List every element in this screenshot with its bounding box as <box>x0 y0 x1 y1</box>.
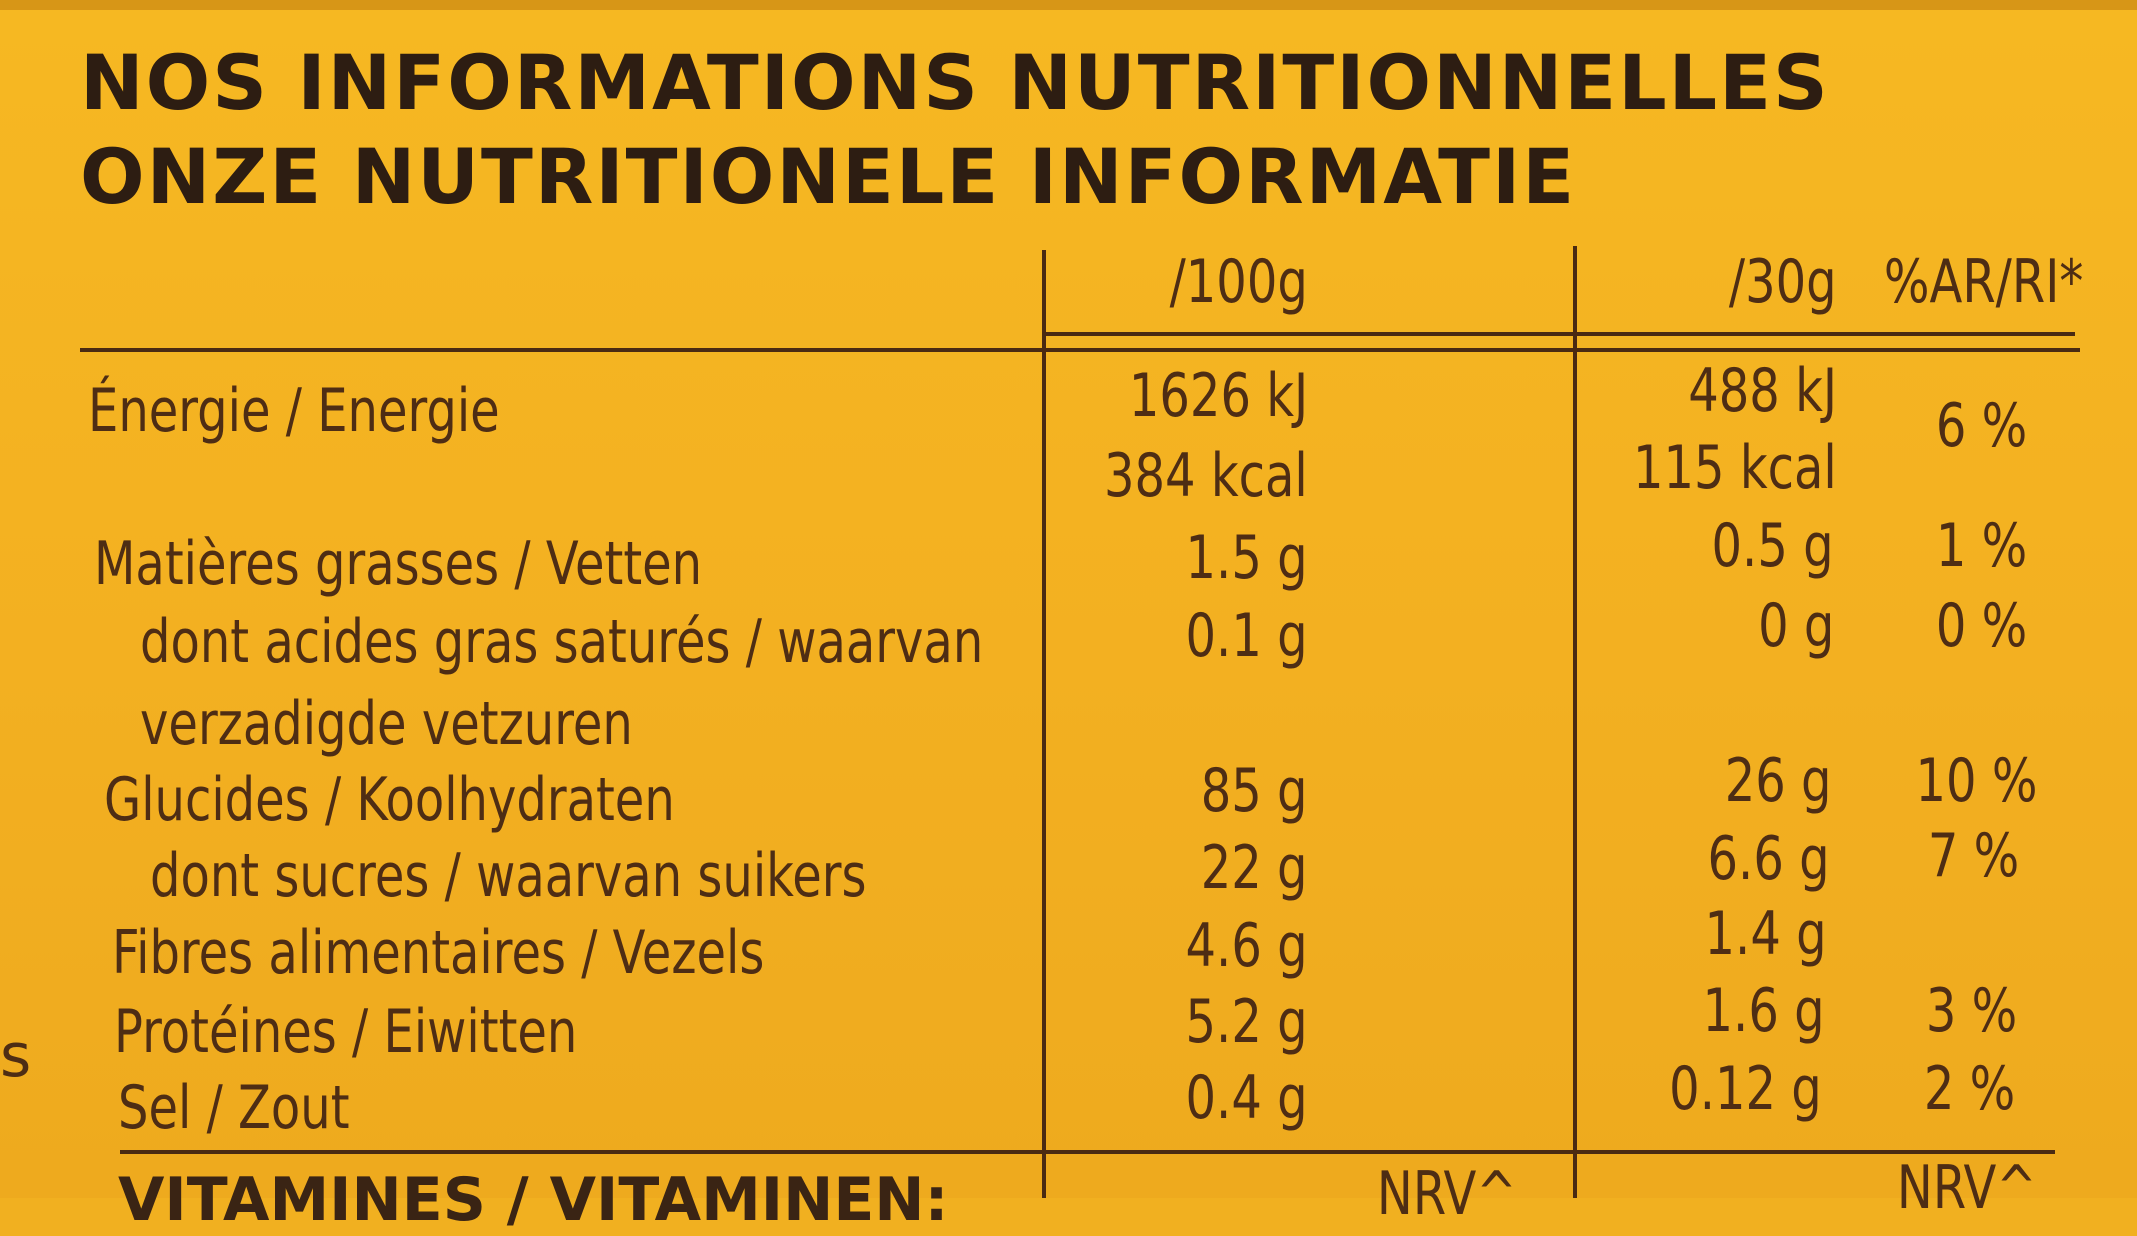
nrv-header-1: NRV^ <box>1377 1159 1517 1229</box>
footer-rule <box>120 1150 2055 1154</box>
row-label-energy: Énergie / Energie <box>88 376 500 446</box>
value-30g-protein: 1.6 g <box>1702 976 1825 1046</box>
value-100g-protein: 5.2 g <box>1185 987 1308 1057</box>
column-divider-1 <box>1042 250 1046 1198</box>
value-100g-fibre: 4.6 g <box>1185 911 1308 981</box>
value-100g-saturates: 0.1 g <box>1185 601 1308 671</box>
value-100g-energy-kj: 1626 kJ <box>1128 361 1308 431</box>
row-label-protein: Protéines / Eiwitten <box>114 997 578 1067</box>
title-french: NOS INFORMATIONS NUTRITIONNELLES <box>80 38 1830 127</box>
package-panel <box>0 0 2137 1198</box>
value-100g-sugars: 22 g <box>1201 833 1308 903</box>
column-divider-2 <box>1573 246 1577 1198</box>
value-30g-sugars: 6.6 g <box>1707 824 1830 894</box>
side-letter: s <box>0 1021 32 1091</box>
row-label-sugars: dont sucres / waarvan suikers <box>150 841 867 911</box>
value-ri-sugars: 7 % <box>1927 821 2019 891</box>
value-ri-protein: 3 % <box>1925 976 2017 1046</box>
value-ri-carbohydrates: 10 % <box>1915 746 2037 816</box>
value-ri-saturates: 0 % <box>1935 591 2027 661</box>
value-100g-fat: 1.5 g <box>1185 523 1308 593</box>
value-100g-energy-kcal: 384 kcal <box>1104 441 1308 511</box>
title-dutch: ONZE NUTRITIONELE INFORMATIE <box>80 132 1577 221</box>
value-30g-carbohydrates: 26 g <box>1725 746 1832 816</box>
header-rule-right <box>1045 332 2075 336</box>
value-30g-fat: 0.5 g <box>1711 511 1834 581</box>
vitamins-heading: VITAMINES / VITAMINEN: <box>118 1165 949 1235</box>
value-30g-energy-kcal: 115 kcal <box>1633 433 1837 503</box>
header-ri: %AR/RI* <box>1883 247 2083 317</box>
value-100g-salt: 0.4 g <box>1185 1063 1308 1133</box>
row-label-saturates: dont acides gras saturés / waarvan <box>140 607 984 677</box>
nrv-header-2: NRV^ <box>1897 1153 2037 1223</box>
value-100g-carbohydrates: 85 g <box>1201 756 1308 826</box>
value-30g-energy-kj: 488 kJ <box>1688 356 1837 426</box>
row-label-saturates-cont: verzadigde vetzuren <box>140 689 633 759</box>
value-ri-salt: 2 % <box>1923 1054 2015 1124</box>
header-rule <box>80 348 2080 352</box>
row-label-carbohydrates: Glucides / Koolhydraten <box>104 765 675 835</box>
header-per-100g: /100g <box>1169 247 1308 317</box>
value-ri-fat: 1 % <box>1935 511 2027 581</box>
row-label-fat: Matières grasses / Vetten <box>94 529 703 599</box>
row-label-salt: Sel / Zout <box>118 1073 350 1143</box>
value-30g-salt: 0.12 g <box>1669 1054 1822 1124</box>
value-30g-fibre: 1.4 g <box>1704 899 1827 969</box>
value-ri-energy: 6 % <box>1935 391 2027 461</box>
header-per-30g: /30g <box>1729 247 1837 317</box>
top-edge <box>0 0 2137 10</box>
value-30g-saturates: 0 g <box>1757 591 1834 661</box>
row-label-fibre: Fibres alimentaires / Vezels <box>112 918 765 988</box>
